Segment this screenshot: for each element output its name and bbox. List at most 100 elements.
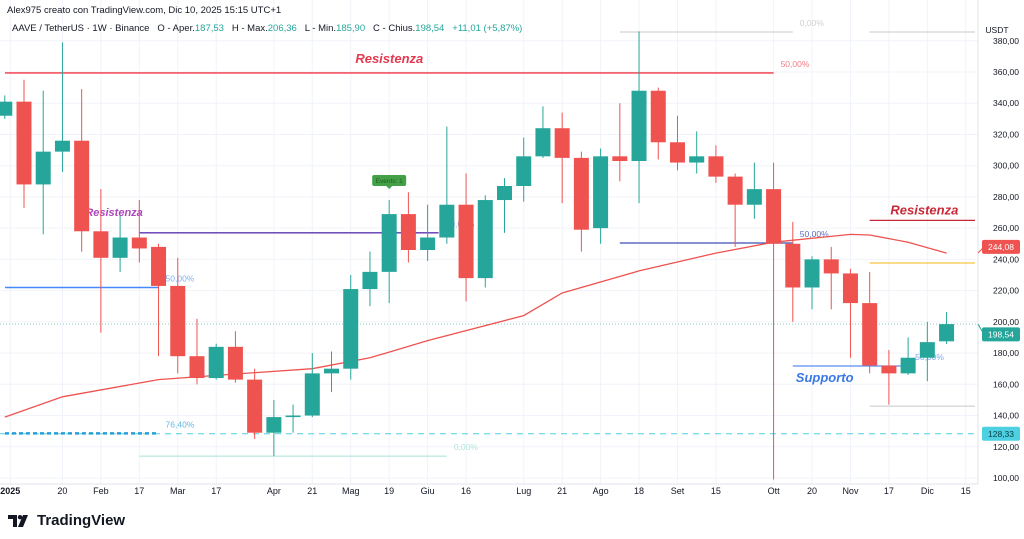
candle-body[interactable] (766, 189, 782, 244)
symbol-name[interactable]: AAVE / TetherUS · 1W · Binance (12, 23, 150, 34)
high-value: 206,36 (267, 23, 297, 34)
candle-body[interactable] (573, 157, 589, 230)
candle-body[interactable] (516, 156, 532, 186)
brand-name: TradingView (37, 512, 126, 529)
candle-body[interactable] (0, 101, 13, 116)
candle-body[interactable] (266, 417, 282, 433)
open-value: 187,53 (194, 23, 224, 34)
candle-body[interactable] (708, 156, 724, 177)
candle-body[interactable] (93, 231, 109, 258)
candle-body[interactable] (343, 289, 359, 369)
candle-body[interactable] (669, 142, 685, 163)
candle-body[interactable] (227, 346, 243, 380)
candle-body[interactable] (804, 259, 820, 288)
events-badge-label: Events: 1 (376, 178, 403, 185)
candle-body[interactable] (727, 176, 743, 205)
fib-level-label: 50,00% (781, 59, 810, 69)
time-tick-label: 17 (134, 486, 144, 496)
price-tick-label: 100,00 (993, 473, 1019, 483)
candle-body[interactable] (612, 156, 628, 162)
candle-body[interactable] (631, 90, 647, 162)
candle-body[interactable] (862, 303, 878, 366)
candle-body[interactable] (35, 151, 51, 185)
candle-body[interactable] (535, 128, 551, 157)
time-tick-label: 18 (634, 486, 644, 496)
candle-body[interactable] (881, 365, 897, 374)
price-label-badge (982, 426, 1020, 441)
candle-body[interactable] (304, 373, 320, 416)
candle-body[interactable] (170, 285, 186, 357)
candle-body[interactable] (650, 90, 666, 143)
annotation-label: Resistenza (890, 202, 958, 217)
time-tick-label: 16 (461, 486, 471, 496)
events-badge[interactable] (372, 175, 407, 187)
time-tick-label: 2025 (0, 486, 20, 496)
candle-body[interactable] (112, 237, 128, 258)
candle-body[interactable] (823, 259, 839, 274)
candle-body[interactable] (381, 214, 397, 272)
candle-body[interactable] (74, 140, 90, 232)
candle-body[interactable] (189, 356, 205, 379)
candle-body[interactable] (151, 246, 167, 286)
candle-body[interactable] (554, 128, 570, 158)
fib-level-label: 0,00% (800, 18, 825, 28)
candle-body[interactable] (939, 324, 955, 342)
tradingview-logo[interactable]: TradingView (8, 512, 125, 529)
symbol-legend: AAVE / TetherUS · 1W · Binance O - Aper.… (12, 23, 522, 34)
candle-body[interactable] (285, 415, 301, 418)
price-label-badge (982, 239, 1020, 254)
time-tick-label: Lug (516, 486, 531, 496)
candle-body[interactable] (900, 357, 916, 374)
candle-body[interactable] (420, 237, 436, 251)
candle-body[interactable] (746, 189, 762, 205)
time-tick-label: 19 (384, 486, 394, 496)
price-label-badge (982, 327, 1020, 342)
time-tick-label: Dic (921, 486, 934, 496)
candle-body[interactable] (54, 140, 70, 152)
price-label-value: 198,54 (988, 329, 1014, 339)
time-tick-label: Nov (842, 486, 859, 496)
candle-body[interactable] (362, 271, 378, 290)
fib-level-label: 50,00% (166, 273, 195, 283)
price-tick-label: 180,00 (993, 348, 1019, 358)
candle-body[interactable] (842, 273, 858, 304)
candle-body[interactable] (324, 368, 340, 374)
candle-body[interactable] (208, 346, 224, 379)
annotation-label: Resistenza (85, 207, 142, 219)
price-tick-label: 260,00 (993, 223, 1019, 233)
author-line: Alex975 creato con TradingView.com, Dic … (7, 5, 282, 16)
low-value: 185,90 (336, 23, 366, 34)
fib-level-label: 50,00% (800, 229, 829, 239)
currency-label: USDT (985, 25, 1008, 35)
candle-body[interactable] (247, 379, 263, 433)
low-label: L - Min. (304, 23, 337, 34)
candle-body[interactable] (689, 156, 705, 163)
price-tick-label: 160,00 (993, 379, 1019, 389)
price-tick-label: 140,00 (993, 411, 1019, 421)
candle-body[interactable] (400, 214, 416, 251)
candle-body[interactable] (458, 204, 474, 279)
close-value: 198,54 (415, 23, 445, 34)
candle-body[interactable] (477, 200, 493, 279)
candle-body[interactable] (919, 342, 935, 358)
candle-body[interactable] (439, 204, 455, 238)
candle-body[interactable] (16, 101, 32, 185)
candle-body[interactable] (593, 156, 609, 229)
fib-level-label: 76,40% (166, 419, 195, 429)
time-tick-label: Mar (170, 486, 186, 496)
price-label-value: 244,08 (988, 242, 1014, 252)
tradingview-logo-icon (8, 514, 28, 527)
time-tick-label: 15 (711, 486, 721, 496)
annotation-label: Supporto (796, 370, 854, 385)
time-tick-label: 17 (884, 486, 894, 496)
price-tick-label: 240,00 (993, 254, 1019, 264)
price-tick-label: 120,00 (993, 442, 1019, 452)
time-tick-label: 21 (307, 486, 317, 496)
close-label: C - Chius. (373, 23, 416, 34)
candle-body[interactable] (497, 185, 512, 201)
candle-body[interactable] (131, 237, 147, 249)
events-badge-pointer (386, 186, 393, 190)
candle-body[interactable] (785, 243, 801, 288)
time-tick-label: Set (671, 486, 685, 496)
